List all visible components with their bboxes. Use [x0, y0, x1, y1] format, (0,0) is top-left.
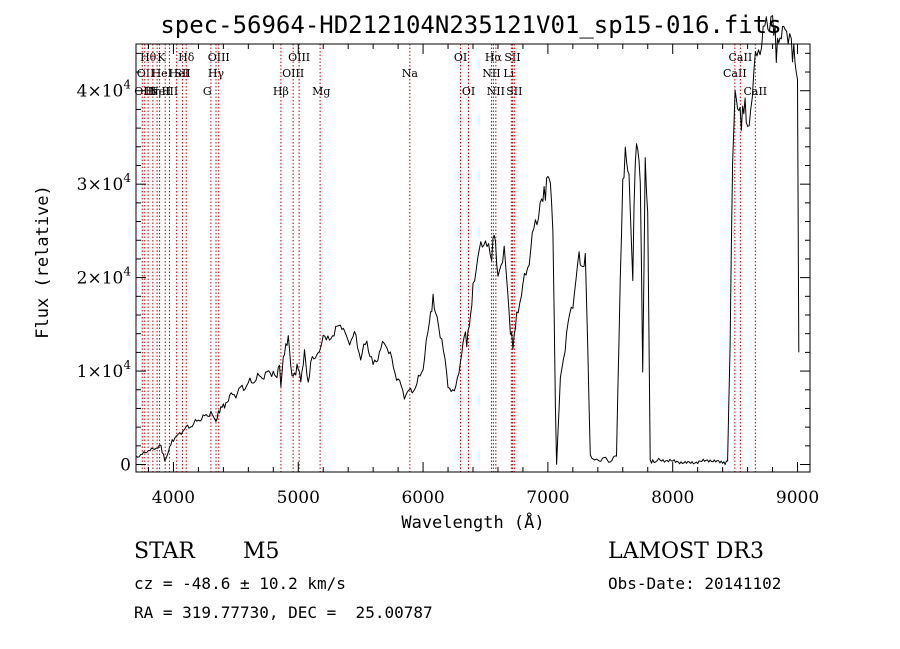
y-tick-mantissa: 0 — [120, 456, 131, 476]
line-marker-label: Mg — [312, 85, 330, 98]
sky-coordinates: RA = 319.77730, DEC = 25.00787 — [134, 603, 433, 622]
line-marker-label: Hα — [485, 51, 503, 64]
spectrum-series — [135, 15, 800, 465]
line-marker-label: CaII — [743, 85, 767, 98]
y-tick-mantissa: 1×10 — [77, 362, 124, 382]
y-tick-label: 1×104 — [77, 358, 132, 382]
y-tick-label: 4×104 — [77, 78, 132, 102]
observation-date: Obs-Date: 20141102 — [608, 574, 782, 593]
spectrum-line — [135, 15, 800, 465]
line-marker-label: OIII — [208, 51, 230, 64]
x-tick-label: 7000 — [526, 488, 569, 508]
x-tick-label: 9000 — [776, 488, 819, 508]
line-marker-label: Hβ — [273, 85, 289, 98]
line-marker-label: OI — [454, 51, 467, 64]
line-marker-label: Hγ — [208, 67, 225, 80]
y-tick-exponent: 4 — [123, 265, 131, 279]
x-tick-label: 4000 — [152, 488, 195, 508]
line-marker-label: SII — [504, 51, 520, 64]
object-class: STAR — [134, 539, 195, 564]
line-marker-label: Hδ — [178, 51, 195, 64]
redshift-velocity: cz = -48.6 ± 10.2 km/s — [134, 574, 346, 593]
object-subclass: M5 — [243, 539, 280, 564]
y-tick-label: 0 — [120, 456, 131, 476]
line-marker-label: OIII — [288, 51, 310, 64]
x-tick-label: 5000 — [277, 488, 320, 508]
line-marker-label: OII — [137, 67, 155, 80]
y-tick-exponent: 4 — [123, 358, 131, 372]
line-marker-label: OIII — [282, 67, 304, 80]
line-marker-label: HeI — [169, 67, 189, 80]
y-tick-mantissa: 4×10 — [77, 82, 124, 102]
y-axis-label: Flux (relative) — [33, 185, 53, 339]
line-marker-label: OIII — [134, 85, 156, 98]
plot-frame — [135, 43, 811, 473]
line-marker-label: H — [161, 85, 171, 98]
line-marker-label: Hθ — [140, 51, 157, 64]
x-tick-label: 6000 — [401, 488, 444, 508]
x-axis-ticks: 4000 5000 6000 7000 8000 9000 — [147, 44, 819, 508]
line-marker-label: Na — [402, 67, 419, 80]
y-tick-label: 3×104 — [77, 171, 132, 195]
line-marker-label: Li — [503, 67, 514, 80]
survey-name: LAMOST DR3 — [608, 539, 764, 564]
line-marker-label: G — [203, 85, 212, 98]
line-marker-label: SII — [506, 85, 522, 98]
x-tick-label: 8000 — [651, 488, 694, 508]
line-marker-label: OI — [462, 85, 475, 98]
line-marker-label: NeIII — [149, 85, 178, 98]
y-tick-label: 2×104 — [77, 265, 132, 289]
chart-title: spec-56964-HD212104N235121V01_sp15-016.f… — [160, 11, 781, 39]
x-axis-label: Wavelength (Å) — [401, 511, 544, 533]
line-marker-label: Hη — [145, 85, 161, 98]
line-marker-label: NII — [482, 67, 500, 80]
y-tick-mantissa: 2×10 — [77, 269, 124, 289]
line-marker-label: SII — [174, 67, 190, 80]
line-marker-label: NII — [487, 85, 505, 98]
line-markers: OIIIOIIHθHηNeIIIHeIKHHeISIIHδGHγOIIIHβOI… — [134, 44, 767, 472]
line-marker-label: CaII — [723, 67, 747, 80]
line-marker-label: HeI — [152, 67, 172, 80]
line-marker-label: K — [157, 51, 166, 64]
y-tick-exponent: 4 — [123, 78, 131, 92]
line-marker-label: CaII — [729, 51, 753, 64]
y-tick-exponent: 4 — [123, 171, 131, 185]
y-tick-mantissa: 3×10 — [77, 175, 124, 195]
